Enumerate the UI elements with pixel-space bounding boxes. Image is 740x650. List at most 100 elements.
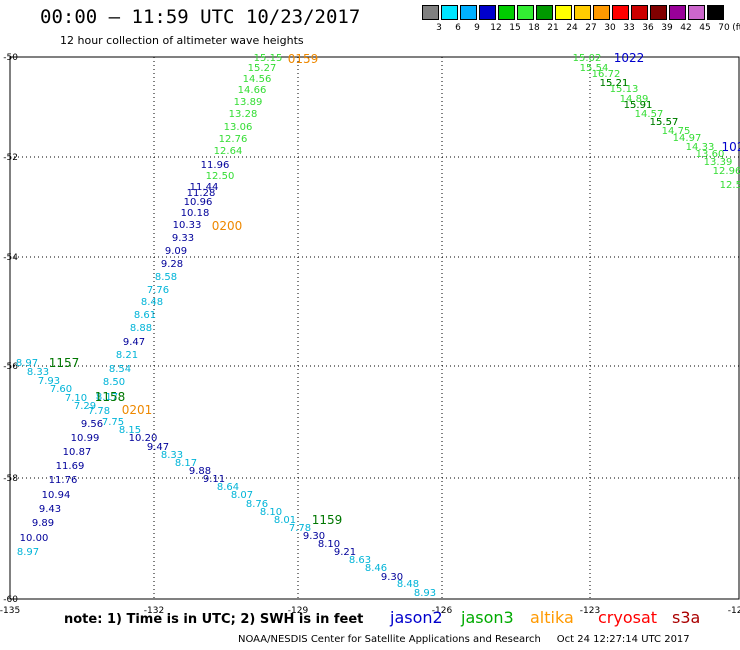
wave-height-value: 8.46	[365, 563, 387, 574]
legend-label: 70	[718, 23, 730, 33]
legend-swatch	[498, 5, 515, 20]
wave-height-value: 15.91	[624, 100, 653, 111]
wave-height-value: 9.28	[161, 259, 183, 270]
wave-height-value: 8.63	[349, 555, 371, 566]
wave-height-value: 7.10	[65, 393, 87, 404]
wave-height-value: 12.64	[214, 146, 243, 157]
lon-tick-label: -132	[144, 606, 164, 616]
wave-height-value: 10.87	[63, 447, 92, 458]
wave-height-value: 8.58	[155, 272, 177, 283]
map-axis-labels: -135 -132 -129 -126 -123 -124 -50 -52 -54 -56 -58 -…	[0, 53, 740, 616]
legend-label: 33	[623, 23, 635, 33]
wave-height-value: 8.48	[141, 297, 163, 308]
wave-height-value: 15.21	[600, 78, 629, 89]
wave-height-value: 8.48	[397, 579, 419, 590]
wave-height-value: 16.72	[592, 69, 621, 80]
wave-height-value: 13.60	[696, 149, 725, 160]
legend-label: 45	[699, 23, 711, 33]
wave-height-value: 15.27	[248, 63, 277, 74]
wave-height-value: 8.01	[274, 515, 296, 526]
wave-height-value: 8.88	[130, 323, 152, 334]
wave-height-value: 12.50	[206, 171, 235, 182]
wave-height-value: 12.76	[219, 134, 248, 145]
wave-height-value: 15.54	[580, 63, 609, 74]
legend-swatch	[593, 5, 610, 20]
pass-time-label: 1022	[614, 51, 645, 65]
legend-swatch	[631, 5, 648, 20]
wave-height-value: 7.76	[147, 285, 169, 296]
wave-height-value: 15.91	[624, 100, 653, 111]
lon-tick-label: -124	[728, 606, 740, 616]
wave-height-value: 14.56	[243, 74, 272, 85]
wave-height-value: 12.96	[713, 166, 740, 177]
legend-swatch	[688, 5, 705, 20]
legend-label: 9	[474, 23, 480, 33]
legend-label: 42	[680, 23, 692, 33]
wave-height-value: 7.75	[102, 417, 124, 428]
legend-swatch	[517, 5, 534, 20]
footnote: note: 1) Time is in UTC; 2) SWH is in fe…	[64, 612, 364, 627]
wave-height-value: 10.00	[20, 533, 49, 544]
legend-swatch	[669, 5, 686, 20]
wave-height-value: 15.15	[254, 53, 283, 64]
wave-height-value: 15.57	[650, 117, 679, 128]
wave-height-value: 8.64	[217, 482, 239, 493]
legend-label: 12	[490, 23, 502, 33]
wave-height-value: 7.78	[88, 406, 110, 417]
legend-label: 15	[509, 23, 521, 33]
wave-height-value: 7.29	[74, 401, 96, 412]
credit-line: NOAA/NESDIS Center for Satellite Applica…	[238, 634, 690, 645]
legend-swatch	[707, 5, 724, 20]
legend-label: 21	[547, 23, 559, 33]
wave-height-value: 10.96	[184, 197, 213, 208]
lat-tick-label: -60	[3, 595, 18, 605]
wave-height-value: 14.89	[620, 94, 649, 105]
wave-height-value: 8.76	[246, 499, 268, 510]
legend-swatch	[536, 5, 553, 20]
wave-height-value: 9.56	[81, 419, 103, 430]
wave-height-value: 10.33	[173, 220, 202, 231]
lat-tick-label: -56	[3, 362, 18, 372]
map-grid	[9, 56, 740, 600]
wave-height-value: 14.75	[662, 126, 691, 137]
wave-height-value: 15.02	[573, 53, 602, 64]
wave-height-value: 8.54	[109, 364, 131, 375]
wave-height-value: 11.28	[187, 188, 216, 199]
wave-height-value: 11.44	[190, 182, 219, 193]
wave-height-value: 11.69	[56, 461, 85, 472]
wave-height-value: 9.11	[203, 474, 225, 485]
wave-height-value: 9.43	[39, 504, 61, 515]
wave-height-value: 8.10	[260, 507, 282, 518]
wave-height-value: 7.78	[289, 523, 311, 534]
legend-label: 39	[661, 23, 673, 33]
wave-height-value: 8.97	[16, 358, 38, 369]
wave-height-value: 11.76	[49, 475, 78, 486]
wave-height-value: 8.21	[116, 350, 138, 361]
wave-height-value: 9.30	[303, 531, 325, 542]
wave-height-value: 9.33	[172, 233, 194, 244]
wave-height-value: 8.10	[318, 539, 340, 550]
wave-height-value: 9.47	[147, 442, 169, 453]
wave-height-value: 14.97	[673, 133, 702, 144]
lon-tick-label: -123	[580, 606, 600, 616]
legend-swatch	[479, 5, 496, 20]
wave-height-value: 14.57	[635, 109, 664, 120]
wave-height-value: 7.93	[38, 376, 60, 387]
wave-height-value: 8.17	[175, 458, 197, 469]
wave-height-value: 15.13	[610, 84, 639, 95]
satellite-key-s3a: s3a	[672, 608, 701, 627]
wave-height-value: 8.93	[414, 588, 436, 599]
wave-height-value: 14.33	[686, 142, 715, 153]
legend-label: 30	[604, 23, 616, 33]
wave-height-value: 9.09	[165, 246, 187, 257]
wave-height-value: 8.15	[119, 425, 141, 436]
legend-swatch	[441, 5, 458, 20]
wave-height-value: 8.07	[231, 490, 253, 501]
wave-height-value: 15.21	[600, 78, 629, 89]
wave-height-value: 12.55	[720, 180, 740, 191]
legend-swatch	[650, 5, 667, 20]
legend-label: 36	[642, 23, 654, 33]
wave-height-value: 10.18	[181, 208, 210, 219]
